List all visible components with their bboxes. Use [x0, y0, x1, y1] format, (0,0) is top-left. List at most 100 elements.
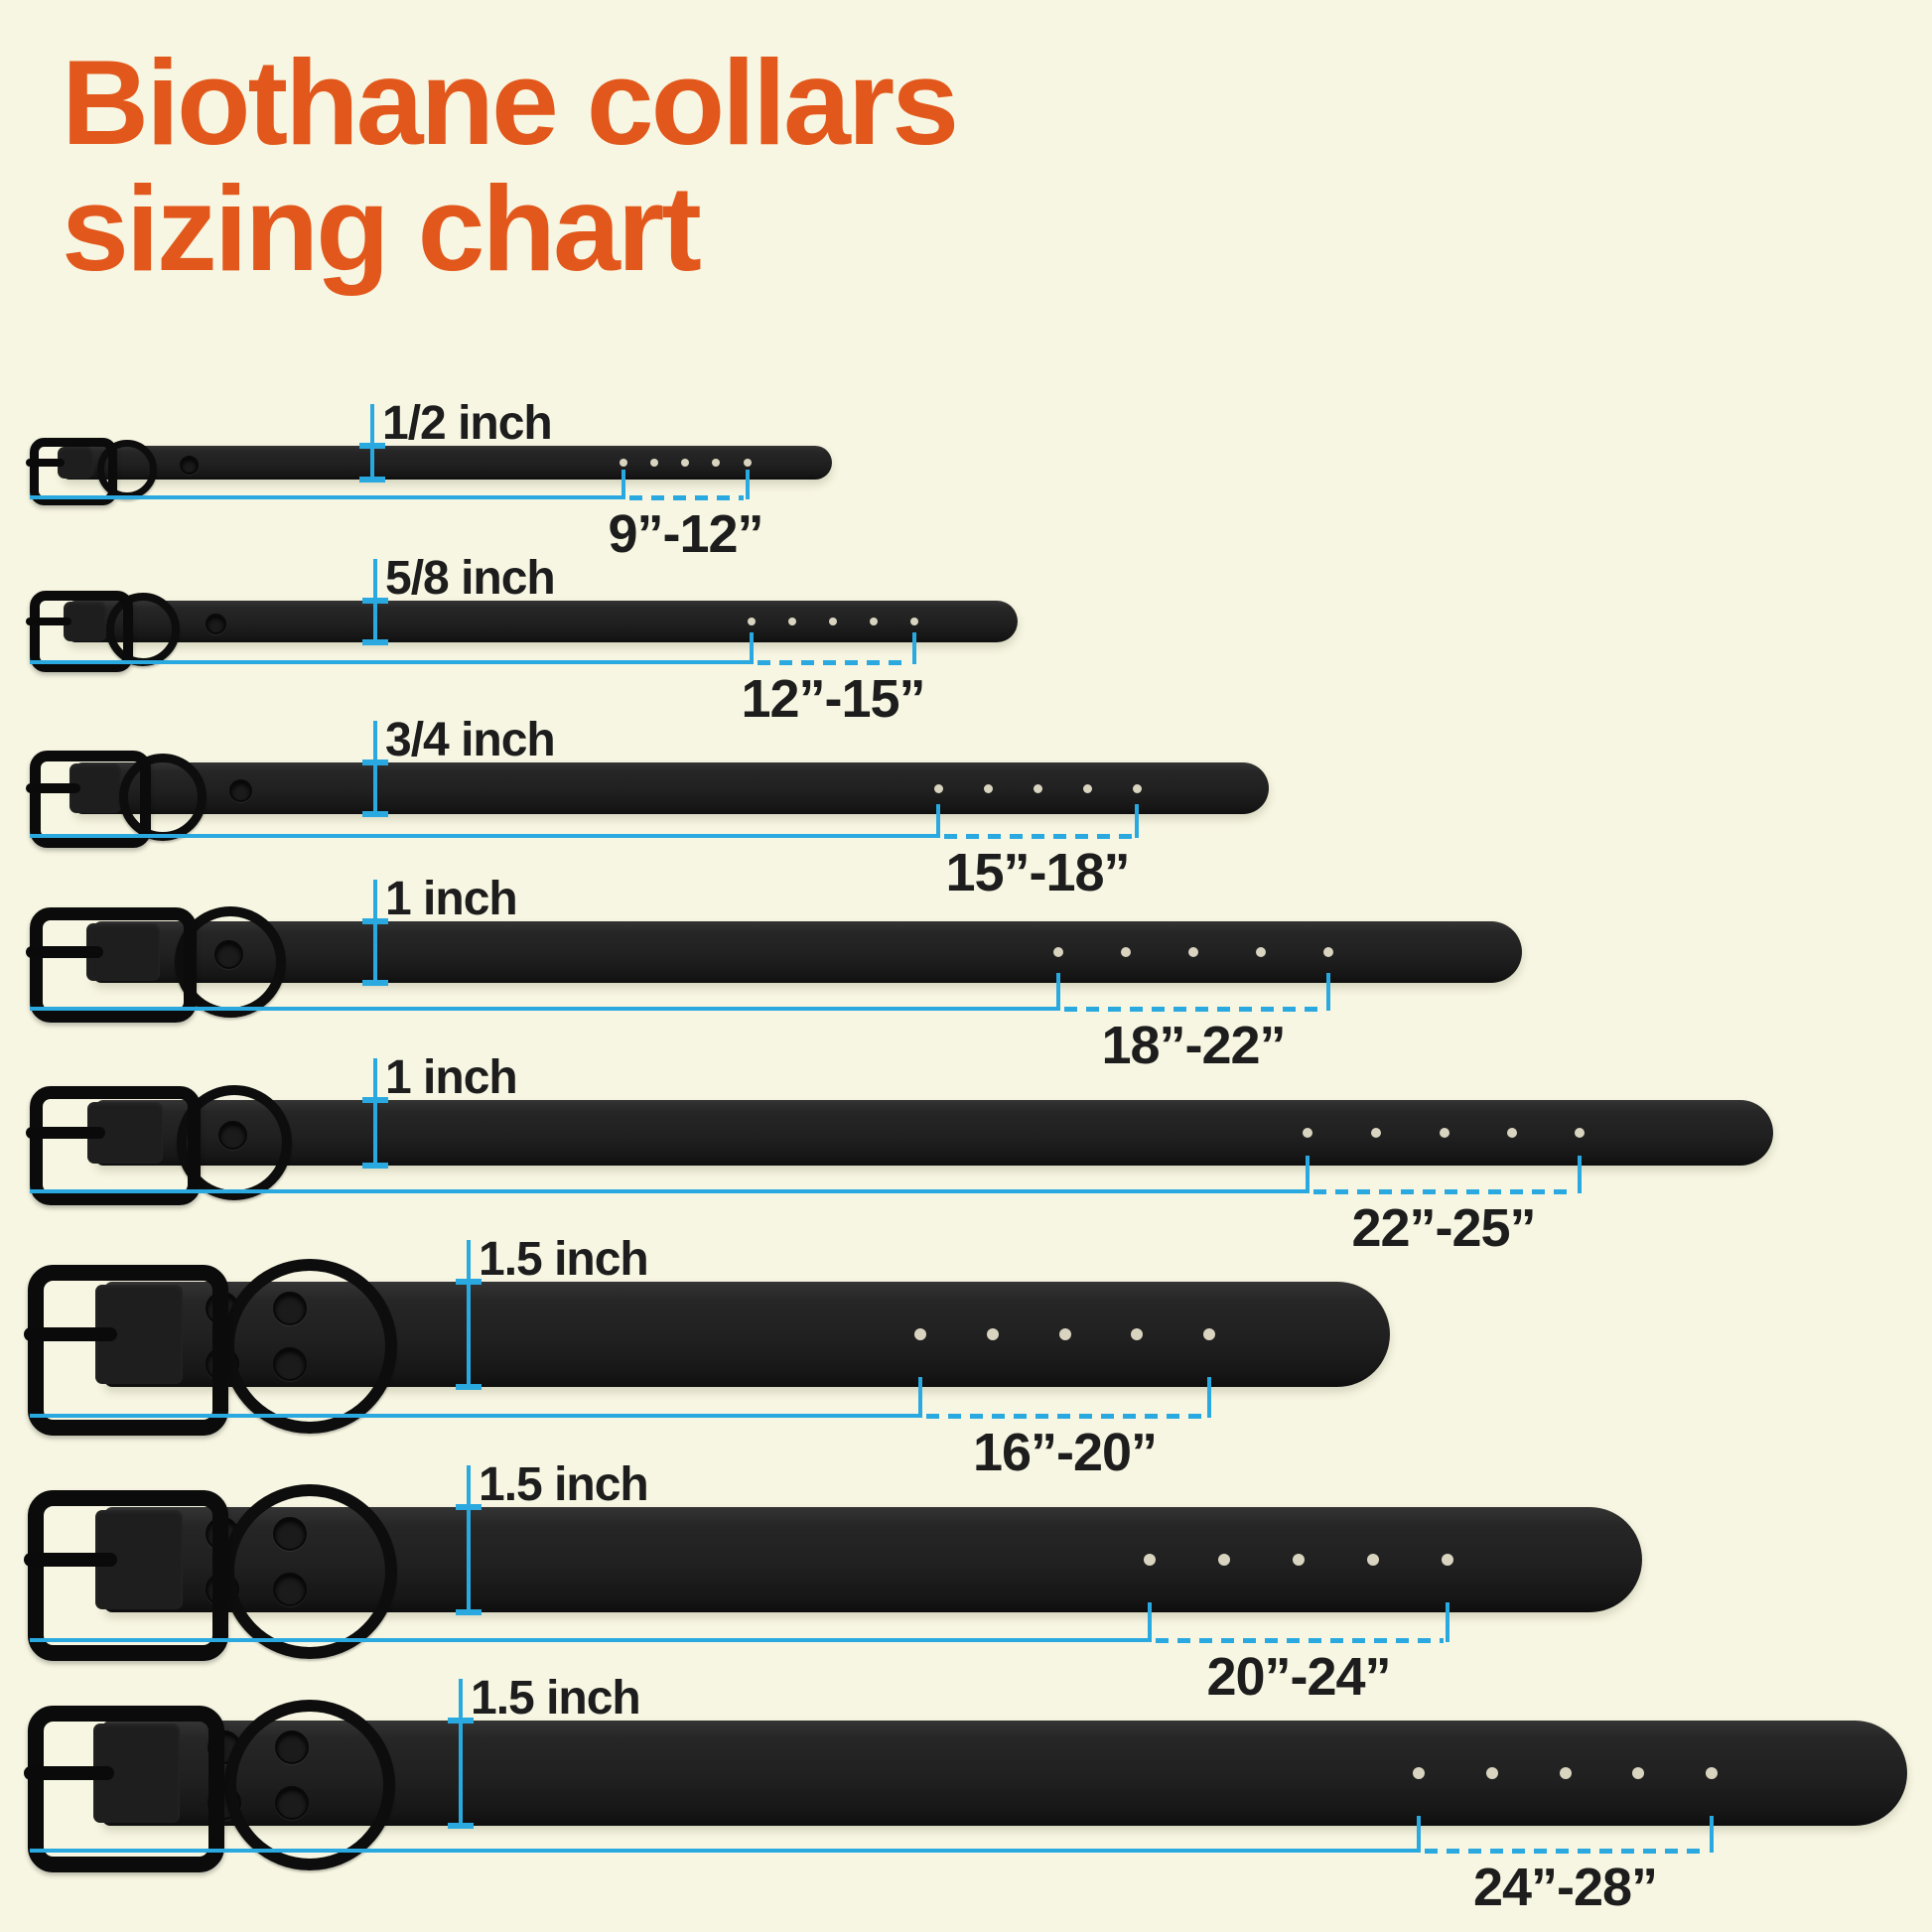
- adjustment-hole: [1442, 1554, 1453, 1566]
- width-measure-line: [373, 880, 377, 986]
- width-measure-cap-bottom: [456, 1609, 482, 1615]
- width-measure-cap-bottom: [359, 477, 385, 483]
- buckle-prong: [24, 1766, 115, 1780]
- rivet: [228, 778, 252, 802]
- adjustment-hole: [1440, 1128, 1449, 1138]
- collar-strap: [92, 921, 1522, 983]
- size-measure-riser-first-hole: [918, 1377, 922, 1418]
- adjustment-hole: [1053, 947, 1063, 957]
- size-measure-dashed-line: [1425, 1849, 1708, 1854]
- adjustment-hole: [1323, 947, 1333, 957]
- size-measure-solid-line: [30, 495, 623, 499]
- size-measure-riser-first-hole: [1417, 1816, 1421, 1853]
- size-measure-solid-line: [30, 1414, 920, 1418]
- adjustment-hole: [829, 618, 837, 625]
- size-measure-riser-last-hole: [1710, 1816, 1714, 1853]
- size-measure-riser-last-hole: [746, 470, 750, 499]
- width-measure-cap-bottom: [362, 1163, 388, 1169]
- size-measure-solid-line: [30, 1849, 1419, 1853]
- collar-width-label: 1 inch: [385, 1051, 518, 1104]
- buckle-prong: [26, 783, 80, 793]
- size-measure-dashed-line: [1156, 1638, 1444, 1643]
- adjustment-hole: [1706, 1767, 1718, 1779]
- size-measure-riser-last-hole: [1446, 1602, 1449, 1642]
- buckle-prong: [26, 1127, 106, 1139]
- adjustment-hole: [1144, 1554, 1156, 1566]
- collar-width-label: 1.5 inch: [471, 1672, 641, 1725]
- width-measure-cap-bottom: [362, 639, 388, 645]
- collar-d-ring: [222, 1484, 397, 1659]
- width-measure-cap-top: [456, 1279, 482, 1285]
- adjustment-hole: [1303, 1128, 1312, 1138]
- width-measure-line: [459, 1679, 463, 1829]
- collar-d-ring: [224, 1700, 395, 1870]
- width-measure-cap-top: [362, 759, 388, 765]
- width-measure-cap-top: [362, 918, 388, 924]
- adjustment-hole: [1256, 947, 1266, 957]
- width-measure-line: [467, 1240, 471, 1390]
- adjustment-hole: [748, 618, 756, 625]
- adjustment-hole: [1033, 783, 1042, 793]
- width-measure-cap-top: [362, 598, 388, 604]
- adjustment-hole: [870, 618, 878, 625]
- width-measure-cap-top: [359, 443, 385, 449]
- adjustment-hole: [1132, 783, 1142, 793]
- collar-size-range-label: 15”-18”: [945, 843, 1130, 902]
- size-measure-dashed-line: [1313, 1189, 1576, 1194]
- collar-d-ring: [177, 1085, 292, 1200]
- collar-strap: [101, 1721, 1907, 1826]
- adjustment-hole: [1293, 1554, 1305, 1566]
- size-measure-solid-line: [30, 1638, 1150, 1642]
- size-measure-dashed-line: [1064, 1007, 1324, 1012]
- adjustment-hole: [620, 459, 627, 467]
- size-measure-solid-line: [30, 660, 752, 664]
- size-measure-solid-line: [30, 1007, 1058, 1011]
- size-measure-riser-first-hole: [1148, 1602, 1152, 1642]
- collar-buckle: [30, 907, 197, 1023]
- width-measure-cap-top: [456, 1504, 482, 1510]
- size-measure-dashed-line: [944, 834, 1133, 839]
- width-measure-line: [373, 721, 377, 817]
- buckle-prong: [26, 946, 104, 958]
- collar-size-range-label: 18”-22”: [1101, 1016, 1286, 1075]
- collar-buckle: [30, 1086, 201, 1205]
- width-measure-line: [373, 1058, 377, 1169]
- width-measure-cap-top: [362, 1097, 388, 1103]
- collar-size-range-label: 12”-15”: [741, 669, 925, 729]
- buckle-prong: [26, 459, 65, 467]
- adjustment-hole: [1486, 1767, 1498, 1779]
- size-measure-dashed-line: [629, 495, 744, 500]
- size-measure-riser-first-hole: [1056, 973, 1060, 1011]
- collar-size-range-label: 9”-12”: [608, 504, 763, 564]
- width-measure-cap-bottom: [362, 980, 388, 986]
- adjustment-hole: [650, 459, 658, 467]
- adjustment-hole: [1507, 1128, 1517, 1138]
- collar-d-ring: [222, 1259, 397, 1434]
- collar-width-label: 1/2 inch: [382, 397, 553, 450]
- adjustment-hole: [1131, 1328, 1143, 1340]
- adjustment-hole: [910, 618, 918, 625]
- size-measure-riser-last-hole: [912, 632, 916, 664]
- width-measure-line: [467, 1465, 471, 1615]
- collar-width-label: 1.5 inch: [479, 1458, 649, 1511]
- adjustment-hole: [1203, 1328, 1215, 1340]
- adjustment-hole: [1575, 1128, 1585, 1138]
- adjustment-hole: [712, 459, 720, 467]
- adjustment-hole: [744, 459, 752, 467]
- size-measure-riser-first-hole: [936, 804, 940, 838]
- adjustment-hole: [1560, 1767, 1572, 1779]
- width-measure-cap-bottom: [362, 811, 388, 817]
- collar-buckle: [30, 751, 151, 848]
- collar-width-label: 1 inch: [385, 873, 518, 925]
- adjustment-hole: [983, 783, 993, 793]
- size-measure-solid-line: [30, 834, 938, 838]
- collar-size-range-label: 20”-24”: [1206, 1647, 1391, 1707]
- collar-strap: [94, 1100, 1773, 1166]
- size-measure-riser-last-hole: [1578, 1156, 1582, 1193]
